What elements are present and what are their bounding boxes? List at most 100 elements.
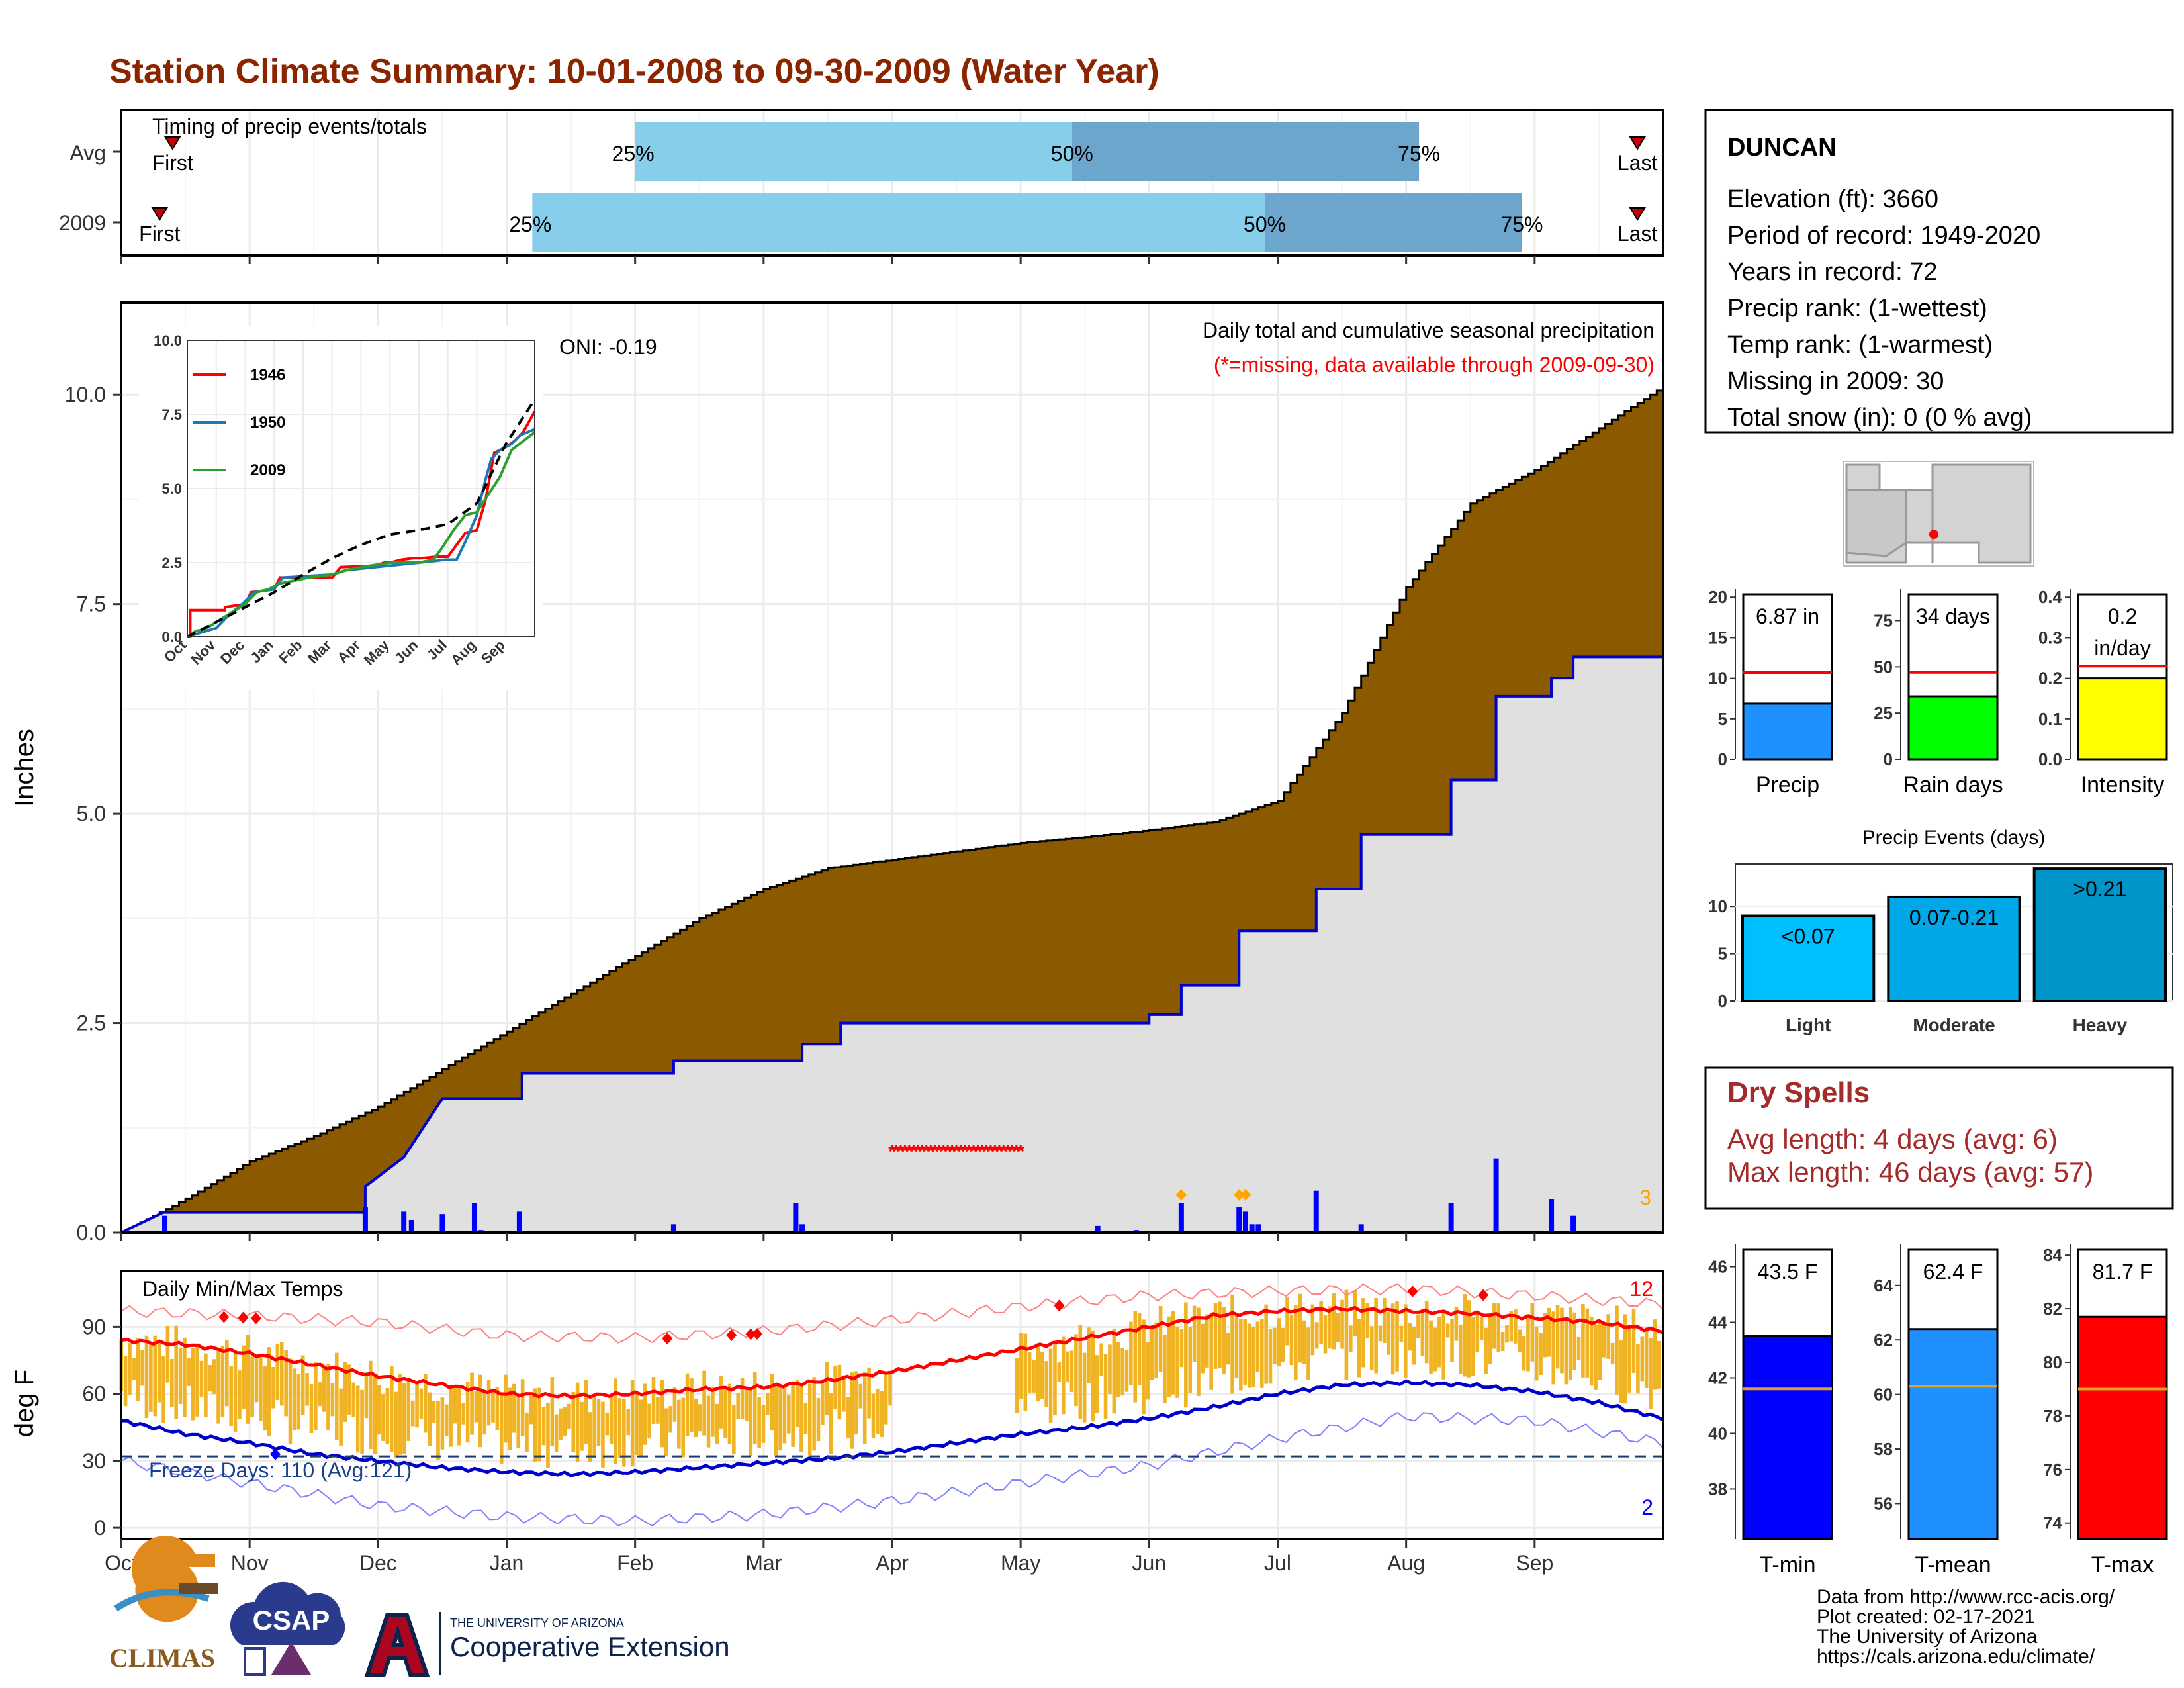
daily-temp-bar — [187, 1358, 191, 1386]
stat-ytick-label: 56 — [1874, 1493, 1893, 1513]
climas-swoosh — [114, 1589, 210, 1612]
inset-frame — [187, 340, 535, 637]
daily-precip-bar — [799, 1224, 805, 1233]
daily-precip-bar — [362, 1207, 368, 1233]
daily-temp-bar — [436, 1401, 440, 1460]
daily-temp-bar — [1124, 1349, 1129, 1392]
daily-temp-bar — [1458, 1324, 1463, 1374]
daily-temp-bar — [846, 1397, 850, 1438]
stat-category-label: T-mean — [1915, 1552, 1991, 1577]
daily-precip-bar — [401, 1211, 407, 1233]
daily-temp-bar — [825, 1362, 829, 1415]
events-ytick-label: 0 — [1718, 991, 1727, 1011]
stat-ytick-label: 80 — [2043, 1352, 2062, 1372]
month-tick-label: Sep — [1516, 1551, 1553, 1575]
dry-spells-box: Dry Spells Avg length: 4 days (avg: 6) M… — [1704, 1066, 2174, 1210]
daily-temp-bar — [719, 1375, 723, 1429]
daily-temp-bar — [1522, 1336, 1526, 1371]
daily-temp-bar — [1298, 1293, 1302, 1363]
obs-cumulative-line — [120, 655, 1663, 1234]
daily-temp-bar — [698, 1404, 702, 1432]
daily-temp-bar — [1137, 1313, 1142, 1386]
events-bar-label: 0.07-0.21 — [1909, 906, 1999, 929]
footer-credits: Data from http://www.rcc-acis.org/ Plot … — [1817, 1586, 2115, 1667]
daily-temp-bar — [1543, 1313, 1547, 1358]
daily-temp-bar — [1044, 1361, 1048, 1407]
daily-temp-bar — [795, 1380, 799, 1427]
stat-bar — [1907, 1328, 1999, 1540]
daily-temp-bar — [1653, 1319, 1657, 1390]
daily-temp-bar — [1082, 1352, 1087, 1423]
record-high-marker — [662, 1333, 673, 1345]
daily-temp-bar — [677, 1399, 681, 1449]
stat-ytick-label: 5 — [1718, 709, 1727, 729]
record-high-marker — [726, 1329, 737, 1342]
daily-temp-bar — [584, 1380, 588, 1444]
daily-temp-bar — [664, 1408, 668, 1456]
stat-value-label-2: in/day — [2094, 636, 2150, 660]
daily-temp-bar — [681, 1397, 686, 1458]
daily-temp-bar — [1564, 1317, 1569, 1385]
daily-temp-bar — [1644, 1327, 1649, 1388]
daily-temp-bar — [144, 1335, 149, 1419]
daily-temp-bar — [635, 1392, 639, 1456]
stat-ytick-label: 0.1 — [2038, 709, 2062, 729]
daily-temp-bar — [428, 1392, 432, 1446]
daily-temp-bar — [672, 1387, 677, 1422]
oni-label: ONI: -0.19 — [559, 335, 657, 359]
daily-temp-bar — [867, 1367, 871, 1419]
daily-temp-bar — [1534, 1326, 1539, 1381]
daily-temp-bar — [1247, 1323, 1251, 1388]
daily-temp-bar — [761, 1405, 766, 1443]
daily-temp-bar — [1610, 1342, 1615, 1365]
daily-temp-bar — [263, 1366, 267, 1431]
missing-marker: * — [999, 1141, 1007, 1162]
daily-temp-bar — [504, 1374, 508, 1443]
daily-temp-bar — [1492, 1303, 1496, 1349]
stat-ytick-label: 38 — [1708, 1479, 1727, 1499]
daily-temp-bar — [1390, 1303, 1395, 1375]
record-min-line — [120, 1411, 1664, 1527]
tmin-stat-chart: 43.5 F 38 40 42 44 46 T-min — [1708, 1244, 1833, 1577]
events-bar — [1741, 914, 1876, 1002]
temp-title: Daily Min/Max Temps — [142, 1277, 343, 1301]
daily-temp-bar — [550, 1377, 555, 1446]
daily-temp-bar — [440, 1397, 445, 1450]
ua-big-text: Cooperative Extension — [450, 1631, 730, 1662]
missing-marker: * — [914, 1141, 922, 1162]
precip-events-title: Precip Events (days) — [1862, 827, 2046, 849]
stat-value-label: 34 days — [1916, 604, 1990, 628]
intensity-stat-chart: 0.2 in/day 0.0 0.1 0.2 0.3 0.4 Intensity — [2038, 587, 2168, 798]
daily-temp-bar — [1374, 1297, 1378, 1374]
daily-temp-bar — [1239, 1319, 1243, 1391]
precip-note-1: Daily total and cumulative seasonal prec… — [1203, 318, 1655, 342]
daily-temp-bar — [770, 1374, 774, 1431]
daily-temp-bar — [1268, 1329, 1273, 1384]
ua-a-mark — [364, 1613, 430, 1677]
daily-temp-bar — [1623, 1314, 1627, 1404]
month-tick-label: Mar — [745, 1551, 782, 1575]
timing-panel: 25% 50% 75% First Last 25% 50% 75% First Last Tim… — [59, 109, 1664, 257]
dry-spells-avg: Avg length: 4 days (avg: 6) — [1727, 1123, 2058, 1154]
daily-precip-bar — [1448, 1203, 1454, 1233]
daily-temp-bar — [1404, 1304, 1408, 1378]
daily-temp-bar — [752, 1372, 757, 1444]
events-ytick-label: 5 — [1718, 944, 1727, 964]
daily-precip-bar — [1255, 1224, 1261, 1233]
daily-temp-bar — [1323, 1315, 1328, 1354]
daily-temp-bar — [862, 1371, 867, 1444]
daily-temp-bar — [1475, 1311, 1480, 1353]
missing-marker: * — [935, 1141, 943, 1162]
daily-temp-bar — [1378, 1325, 1383, 1342]
daily-precip-bar — [793, 1203, 799, 1233]
daily-temp-bar — [191, 1348, 195, 1421]
footer-line: Plot created: 02-17-2021 — [1817, 1606, 2035, 1628]
events-bar-label: <0.07 — [1782, 925, 1835, 949]
daily-temp-bar — [419, 1388, 424, 1420]
missing-marker: * — [888, 1141, 896, 1162]
daily-temp-bar — [1361, 1298, 1365, 1368]
daily-temp-bar — [1568, 1306, 1572, 1381]
daily-precip-bar — [408, 1220, 414, 1233]
daily-temp-bar — [398, 1374, 402, 1455]
